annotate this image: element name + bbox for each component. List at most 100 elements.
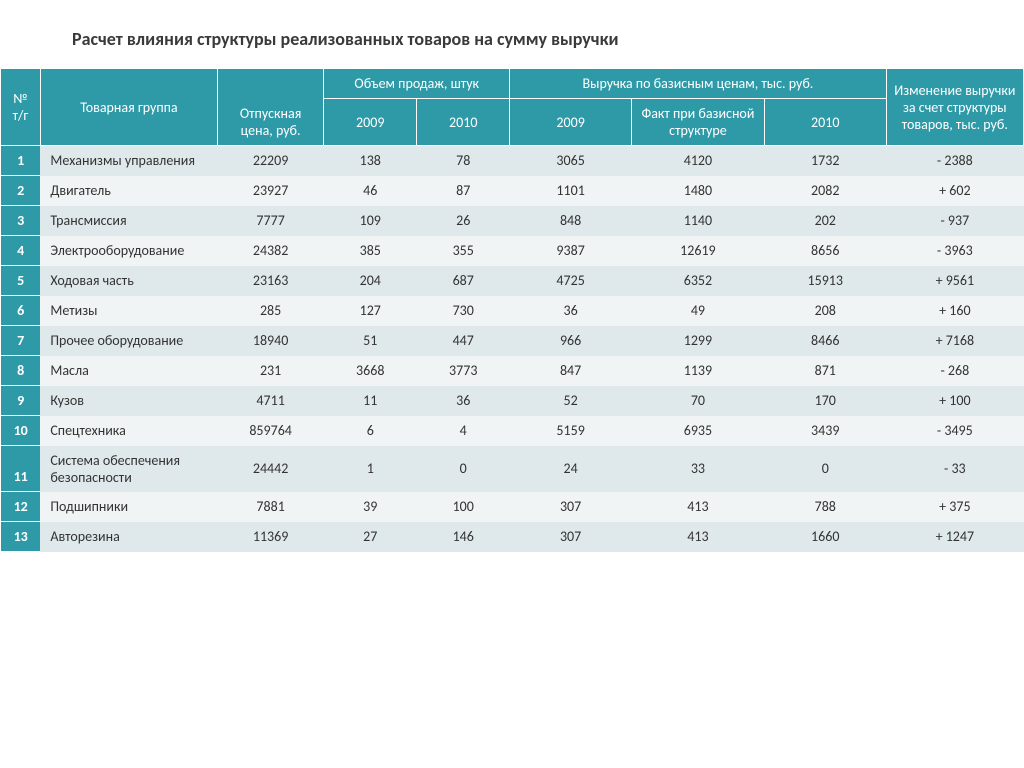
cell-change: + 100 bbox=[886, 386, 1023, 416]
cell-vol-2009: 27 bbox=[324, 522, 417, 552]
table-row: 5Ходовая часть231632046874725635215913+ … bbox=[1, 266, 1024, 296]
cell-vol-2010: 355 bbox=[417, 236, 510, 266]
cell-rev-2009: 1101 bbox=[510, 176, 632, 206]
table-row: 1Механизмы управления2220913878306541201… bbox=[1, 146, 1024, 176]
cell-price: 18940 bbox=[217, 326, 323, 356]
cell-price: 285 bbox=[217, 296, 323, 326]
cell-vol-2010: 0 bbox=[417, 446, 510, 492]
cell-rev-2009: 24 bbox=[510, 446, 632, 492]
cell-price: 23163 bbox=[217, 266, 323, 296]
cell-rev-fact: 6935 bbox=[632, 416, 765, 446]
cell-rev-2009: 847 bbox=[510, 356, 632, 386]
cell-group-name: Подшипники bbox=[40, 492, 217, 522]
cell-rev-fact: 1140 bbox=[632, 206, 765, 236]
cell-rev-2009: 4725 bbox=[510, 266, 632, 296]
row-number: 8 bbox=[1, 356, 41, 386]
row-number: 1 bbox=[1, 146, 41, 176]
cell-change: + 375 bbox=[886, 492, 1023, 522]
cell-rev-fact: 4120 bbox=[632, 146, 765, 176]
cell-group-name: Метизы bbox=[40, 296, 217, 326]
cell-rev-2010: 1732 bbox=[764, 146, 886, 176]
col-header-rev-fact: Факт при базисной структуре bbox=[632, 99, 765, 146]
cell-vol-2010: 36 bbox=[417, 386, 510, 416]
row-number: 4 bbox=[1, 236, 41, 266]
cell-change: + 602 bbox=[886, 176, 1023, 206]
cell-group-name: Кузов bbox=[40, 386, 217, 416]
table-row: 8Масла231366837738471139871- 268 bbox=[1, 356, 1024, 386]
cell-vol-2010: 26 bbox=[417, 206, 510, 236]
cell-vol-2010: 3773 bbox=[417, 356, 510, 386]
table-row: 12Подшипники788139100307413788+ 375 bbox=[1, 492, 1024, 522]
cell-change: - 268 bbox=[886, 356, 1023, 386]
cell-rev-2010: 15913 bbox=[764, 266, 886, 296]
cell-group-name: Трансмиссия bbox=[40, 206, 217, 236]
cell-price: 7881 bbox=[217, 492, 323, 522]
cell-vol-2010: 730 bbox=[417, 296, 510, 326]
cell-change: - 3963 bbox=[886, 236, 1023, 266]
col-header-change: Изменение выручки за счет структуры това… bbox=[886, 69, 1023, 146]
cell-change: - 3495 bbox=[886, 416, 1023, 446]
cell-vol-2009: 6 bbox=[324, 416, 417, 446]
col-header-revenue: Выручка по базисным ценам, тыс. руб. bbox=[510, 69, 886, 99]
table-row: 13Авторезина11369271463074131660+ 1247 bbox=[1, 522, 1024, 552]
cell-rev-2010: 202 bbox=[764, 206, 886, 236]
cell-rev-2010: 3439 bbox=[764, 416, 886, 446]
cell-rev-2009: 848 bbox=[510, 206, 632, 236]
cell-rev-2009: 52 bbox=[510, 386, 632, 416]
cell-rev-2009: 307 bbox=[510, 522, 632, 552]
cell-rev-2010: 2082 bbox=[764, 176, 886, 206]
row-number: 12 bbox=[1, 492, 41, 522]
cell-price: 22209 bbox=[217, 146, 323, 176]
cell-rev-2010: 8466 bbox=[764, 326, 886, 356]
cell-vol-2009: 385 bbox=[324, 236, 417, 266]
table-row: 3Трансмиссия7777109268481140202- 937 bbox=[1, 206, 1024, 236]
cell-rev-2010: 0 bbox=[764, 446, 886, 492]
cell-price: 4711 bbox=[217, 386, 323, 416]
cell-rev-fact: 413 bbox=[632, 522, 765, 552]
cell-price: 7777 bbox=[217, 206, 323, 236]
cell-rev-fact: 49 bbox=[632, 296, 765, 326]
cell-change: + 160 bbox=[886, 296, 1023, 326]
col-header-vol-2010: 2010 bbox=[417, 99, 510, 146]
cell-rev-fact: 1480 bbox=[632, 176, 765, 206]
page-title: Расчет влияния структуры реализованных т… bbox=[0, 0, 1024, 68]
cell-group-name: Прочее оборудование bbox=[40, 326, 217, 356]
cell-vol-2009: 138 bbox=[324, 146, 417, 176]
cell-vol-2009: 11 bbox=[324, 386, 417, 416]
cell-change: - 33 bbox=[886, 446, 1023, 492]
cell-vol-2009: 46 bbox=[324, 176, 417, 206]
col-header-rev-2009: 2009 bbox=[510, 99, 632, 146]
cell-rev-fact: 1139 bbox=[632, 356, 765, 386]
cell-price: 24382 bbox=[217, 236, 323, 266]
table-row: 2Двигатель239274687110114802082+ 602 bbox=[1, 176, 1024, 206]
cell-vol-2010: 687 bbox=[417, 266, 510, 296]
cell-rev-2010: 788 bbox=[764, 492, 886, 522]
cell-price: 231 bbox=[217, 356, 323, 386]
cell-change: - 2388 bbox=[886, 146, 1023, 176]
cell-vol-2009: 127 bbox=[324, 296, 417, 326]
row-number: 13 bbox=[1, 522, 41, 552]
row-number: 7 bbox=[1, 326, 41, 356]
cell-rev-2010: 1660 bbox=[764, 522, 886, 552]
table-row: 4Электрооборудование24382385355938712619… bbox=[1, 236, 1024, 266]
table-row: 6Метизы2851277303649208+ 160 bbox=[1, 296, 1024, 326]
cell-rev-fact: 6352 bbox=[632, 266, 765, 296]
cell-rev-2010: 871 bbox=[764, 356, 886, 386]
cell-rev-2010: 208 bbox=[764, 296, 886, 326]
cell-group-name: Авторезина bbox=[40, 522, 217, 552]
table-row: 7Прочее оборудование18940514479661299846… bbox=[1, 326, 1024, 356]
cell-change: + 1247 bbox=[886, 522, 1023, 552]
cell-rev-2009: 3065 bbox=[510, 146, 632, 176]
cell-change: + 9561 bbox=[886, 266, 1023, 296]
cell-group-name: Спецтехника bbox=[40, 416, 217, 446]
col-header-num: № т/г bbox=[1, 69, 41, 146]
row-number: 10 bbox=[1, 416, 41, 446]
cell-vol-2009: 3668 bbox=[324, 356, 417, 386]
cell-group-name: Масла bbox=[40, 356, 217, 386]
cell-rev-2009: 36 bbox=[510, 296, 632, 326]
cell-price: 24442 bbox=[217, 446, 323, 492]
cell-group-name: Система обеспечения безопасности bbox=[40, 446, 217, 492]
table-row: 9Кузов471111365270170+ 100 bbox=[1, 386, 1024, 416]
col-header-volume: Объем продаж, штук bbox=[324, 69, 510, 99]
cell-change: - 937 bbox=[886, 206, 1023, 236]
